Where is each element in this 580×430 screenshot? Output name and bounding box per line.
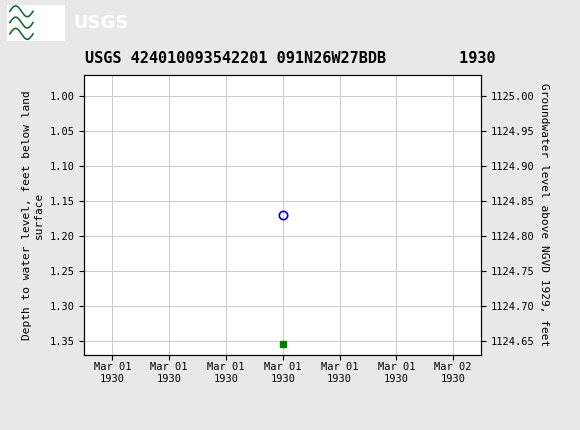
Y-axis label: Depth to water level, feet below land
surface: Depth to water level, feet below land su… — [22, 90, 44, 340]
Text: USGS: USGS — [74, 14, 129, 31]
Y-axis label: Groundwater level above NGVD 1929, feet: Groundwater level above NGVD 1929, feet — [539, 83, 549, 347]
Text: USGS 424010093542201 091N26W27BDB        1930: USGS 424010093542201 091N26W27BDB 1930 — [85, 51, 495, 65]
Bar — [7, 4, 65, 41]
